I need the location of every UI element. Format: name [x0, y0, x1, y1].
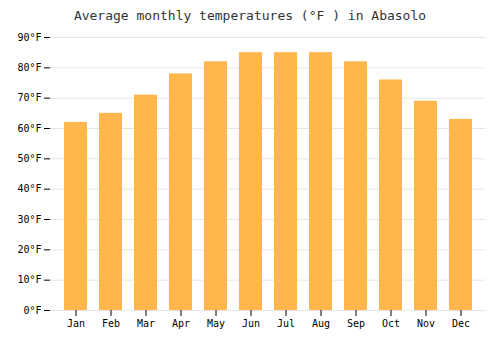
- svg-text:80°F: 80°F: [17, 62, 41, 73]
- html-text:Average monthly temperatures (: Average monthly temperatures (°F ) in Ab…: [73, 8, 427, 23]
- svg-text:10°F: 10°F: [17, 274, 41, 285]
- svg-text:Aug: Aug: [312, 318, 330, 329]
- svg-text:Oct: Oct: [382, 318, 400, 329]
- svg-text:Mar: Mar: [137, 318, 155, 329]
- svg-text:0°F: 0°F: [23, 305, 41, 316]
- svg-text:30°F: 30°F: [17, 214, 41, 225]
- svg-text:Dec: Dec: [452, 318, 470, 329]
- svg-text:90°F: 90°F: [17, 32, 41, 43]
- svg-text:May: May: [207, 318, 225, 329]
- svg-text:70°F: 70°F: [17, 92, 41, 103]
- svg-text:Feb: Feb: [102, 318, 120, 329]
- svg-text:Jun: Jun: [242, 318, 260, 329]
- svg-text:40°F: 40°F: [17, 183, 41, 194]
- svg-text:Apr: Apr: [172, 318, 190, 329]
- svg-text:60°F: 60°F: [17, 123, 41, 134]
- svg-text:Sep: Sep: [347, 318, 365, 329]
- svg-text:Jul: Jul: [277, 318, 295, 329]
- svg-text:50°F: 50°F: [17, 153, 41, 164]
- svg-text:Jan: Jan: [67, 318, 85, 329]
- svg-text:20°F: 20°F: [17, 244, 41, 255]
- svg-text:Nov: Nov: [417, 318, 435, 329]
